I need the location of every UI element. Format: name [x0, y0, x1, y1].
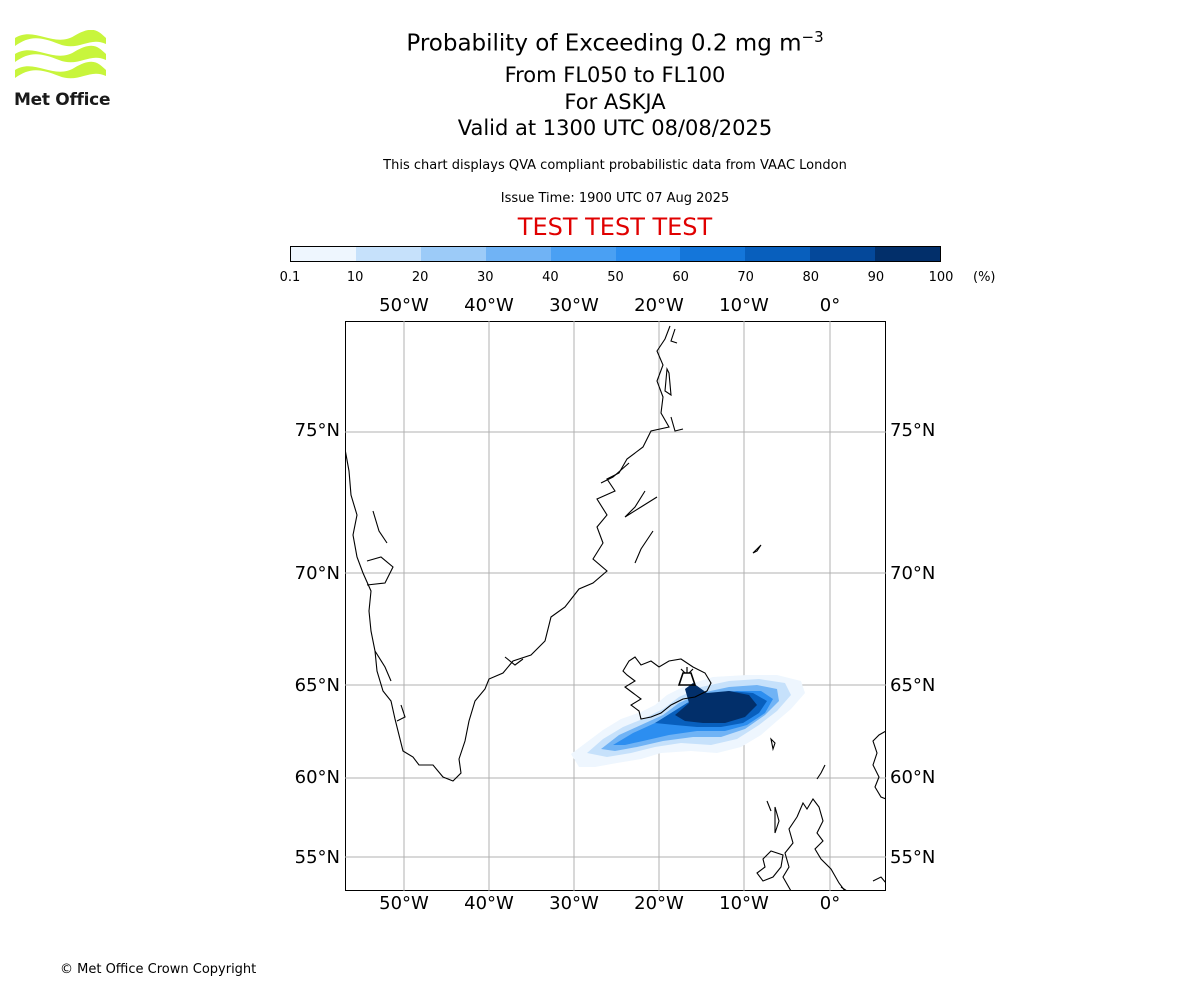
met-office-logo: Met Office: [14, 30, 111, 115]
logo-text: Met Office: [14, 90, 111, 110]
colorbar-tick-label: 60: [672, 270, 689, 285]
logo-waves-icon: [15, 30, 106, 79]
colorbar-tick-label: 70: [737, 270, 754, 285]
colorbar-bin-2: [420, 247, 486, 261]
chart-description: This chart displays QVA compliant probab…: [383, 158, 847, 173]
latitude-label: 75°N: [294, 420, 340, 441]
longitude-label: 30°W: [549, 295, 599, 316]
colorbar-bin-6: [680, 247, 746, 261]
longitude-label: 0°: [819, 893, 841, 914]
latitude-label: 70°N: [890, 563, 936, 584]
colorbar-tick-label: 80: [802, 270, 820, 285]
latitude-label: 60°N: [294, 767, 340, 788]
colorbar-tick-label: 10: [346, 270, 364, 285]
latitude-label: 65°N: [294, 675, 340, 696]
map-frame: [345, 321, 886, 891]
colorbar-bin-3: [485, 247, 551, 261]
longitude-label: 40°W: [464, 295, 514, 316]
map-panel: [345, 321, 886, 891]
longitude-label: 40°W: [464, 893, 514, 914]
colorbar-tick-label: 30: [477, 270, 494, 285]
colorbar-bin-4: [550, 247, 616, 261]
ash-plume: [571, 675, 805, 767]
volcano-name: For ASKJA: [564, 90, 666, 114]
latitude-label: 75°N: [890, 420, 936, 441]
volcano-icon: [677, 667, 697, 686]
graticule: [345, 321, 886, 891]
colorbar-bin-1: [355, 247, 421, 261]
valid-time: Valid at 1300 UTC 08/08/2025: [457, 116, 773, 140]
latitude-label: 65°N: [890, 675, 936, 696]
colorbar-bin-8: [810, 247, 876, 261]
longitude-label: 20°W: [634, 893, 684, 914]
colorbar-bin-9: [875, 247, 941, 261]
colorbar-unit: (%): [973, 270, 996, 285]
flight-level-range: From FL050 to FL100: [504, 63, 726, 87]
chart-title: Probability of Exceeding 0.2 mg m−3: [406, 28, 824, 57]
longitude-label: 50°W: [379, 295, 429, 316]
latitude-label: 55°N: [294, 847, 340, 868]
longitude-label: 50°W: [379, 893, 429, 914]
latitude-label: 70°N: [294, 563, 340, 584]
latitude-label: 55°N: [890, 847, 936, 868]
colorbar: [290, 246, 941, 262]
longitude-label: 20°W: [634, 295, 684, 316]
copyright-notice: © Met Office Crown Copyright: [60, 962, 257, 977]
colorbar-tick-label: 100: [928, 270, 954, 285]
colorbar-bin-0: [291, 247, 356, 261]
colorbar-tick-label: 50: [607, 270, 624, 285]
map-svg: [345, 321, 886, 891]
colorbar-tick-label: 90: [867, 270, 885, 285]
longitude-label: 30°W: [549, 893, 599, 914]
coastlines: [345, 325, 886, 891]
colorbar-tick-label: 0.1: [279, 270, 301, 285]
colorbar-tick-label: 20: [411, 270, 429, 285]
latitude-label: 60°N: [890, 767, 936, 788]
longitude-label: 0°: [819, 295, 841, 316]
issue-time: Issue Time: 1900 UTC 07 Aug 2025: [500, 191, 730, 206]
longitude-label: 10°W: [719, 295, 769, 316]
longitude-label: 10°W: [719, 893, 769, 914]
test-banner: TEST TEST TEST: [517, 213, 713, 241]
colorbar-bin-7: [745, 247, 811, 261]
colorbar-tick-label: 40: [542, 270, 559, 285]
colorbar-bin-5: [615, 247, 681, 261]
